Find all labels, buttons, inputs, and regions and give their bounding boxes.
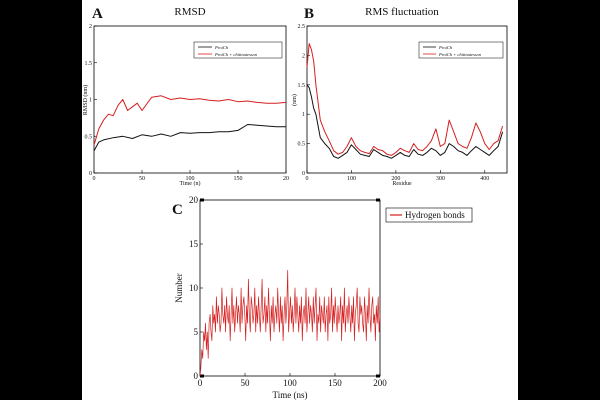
x-tick-label: 0 xyxy=(93,176,96,182)
x-tick-label: 200 xyxy=(391,176,400,182)
panel-c-ticks: 0 50 100 150 200 0 5 10 15 20 xyxy=(189,195,387,388)
panel-c-letter: C xyxy=(172,202,183,218)
panel-a-legend: ProtCh ProtCh + chitinatesson xyxy=(193,41,283,59)
series-line-b-1 xyxy=(306,43,504,156)
y-tick-label: 10 xyxy=(189,283,199,293)
y-tick-label: 2 xyxy=(302,53,305,59)
panel-b-letter: B xyxy=(304,6,314,22)
panel-a-title: RMSD xyxy=(174,6,205,18)
y-tick-label: 20 xyxy=(189,195,199,205)
panel-b-frame xyxy=(306,25,508,174)
figure-canvas: A RMSD Time (n) RMSD (nm) 0 50 100 150 2000.… xyxy=(82,6,508,400)
panel-c: C Time (ns) Number 0 50 100 150 20005101520 … xyxy=(172,195,473,400)
y-tick-label: 15 xyxy=(189,239,199,249)
x-tick-label: 50 xyxy=(241,378,251,388)
x-tick-label: 400 xyxy=(480,176,489,182)
panel-c-xlabel: Time (ns) xyxy=(273,390,308,400)
panel-b: B RMS fluctuation Residue (nm) 0 100 200 30… xyxy=(291,6,508,187)
panel-a-series xyxy=(93,95,287,152)
y-tick-label: 0 xyxy=(89,171,92,177)
panel-b-legend-label-2: ProtCh + chitinatesson xyxy=(438,52,482,57)
panel-b-legend: ProtCh ProtCh + chitinatesson xyxy=(418,41,504,59)
panel-c-ylabel: Number xyxy=(174,273,184,303)
x-tick-label: 0 xyxy=(306,176,309,182)
x-tick-label: 20 xyxy=(283,176,289,182)
y-tick-label: 1 xyxy=(89,98,92,104)
panel-b-title: RMS fluctuation xyxy=(365,6,439,18)
panel-a-legend-label-2: ProtCh + chitinatesson xyxy=(214,52,258,57)
panel-b-xlabel: Residue xyxy=(392,181,412,187)
panel-a-ylabel: RMSD (nm) xyxy=(82,85,89,115)
panel-c-series xyxy=(199,270,381,377)
series-line-a-0 xyxy=(93,124,286,152)
y-tick-label: 2 xyxy=(89,24,92,30)
series-line-c-0 xyxy=(199,270,381,377)
x-tick-label: 100 xyxy=(347,176,356,182)
x-tick-label: 0 xyxy=(198,378,203,388)
y-tick-label: 1 xyxy=(302,112,305,118)
x-tick-label: 200 xyxy=(373,378,387,388)
panel-a-letter: A xyxy=(92,6,103,22)
y-tick-label: 0 xyxy=(194,371,199,381)
y-tick-label: 0.5 xyxy=(298,142,306,148)
panel-b-legend-label-1: ProtCh xyxy=(438,45,453,50)
x-tick-label: 300 xyxy=(436,176,445,182)
panel-b-legend-box xyxy=(418,41,504,59)
panel-c-legend-label: Hydrogen bonds xyxy=(405,210,465,220)
series-line-b-0 xyxy=(306,84,504,159)
panel-a-xlabel: Time (n) xyxy=(180,180,201,187)
panel-b-ylabel: (nm) xyxy=(291,94,298,106)
panel-a-legend-box xyxy=(193,41,283,59)
y-tick-label: 2.5 xyxy=(298,24,306,30)
y-tick-label: 5 xyxy=(194,327,199,337)
y-tick-label: 0.5 xyxy=(85,134,93,140)
figure: A RMSD Time (n) RMSD (nm) 0 50 100 150 20 0 0.… xyxy=(82,0,518,400)
x-tick-label: 50 xyxy=(139,176,145,182)
panel-a: A RMSD Time (n) RMSD (nm) 0 50 100 150 2000.… xyxy=(82,6,289,187)
panel-c-legend: Hydrogen bonds xyxy=(385,207,473,223)
y-tick-label: 0 xyxy=(302,171,305,177)
panel-b-ticks: 0 100 200 300 400 0 0.5 1 1.5 2 2.5 xyxy=(298,24,490,182)
panel-b-series xyxy=(306,43,504,159)
x-tick-label: 150 xyxy=(328,378,342,388)
panel-c-frame xyxy=(199,199,381,377)
y-tick-label: 1.5 xyxy=(85,61,93,67)
y-tick-label: 1.5 xyxy=(298,83,306,89)
series-line-a-1 xyxy=(93,95,287,146)
panel-c-legend-box xyxy=(385,207,473,223)
x-tick-label: 100 xyxy=(186,176,195,182)
x-tick-label: 150 xyxy=(234,176,243,182)
panel-a-legend-label-1: ProtCh xyxy=(214,45,229,50)
x-tick-label: 100 xyxy=(283,378,297,388)
